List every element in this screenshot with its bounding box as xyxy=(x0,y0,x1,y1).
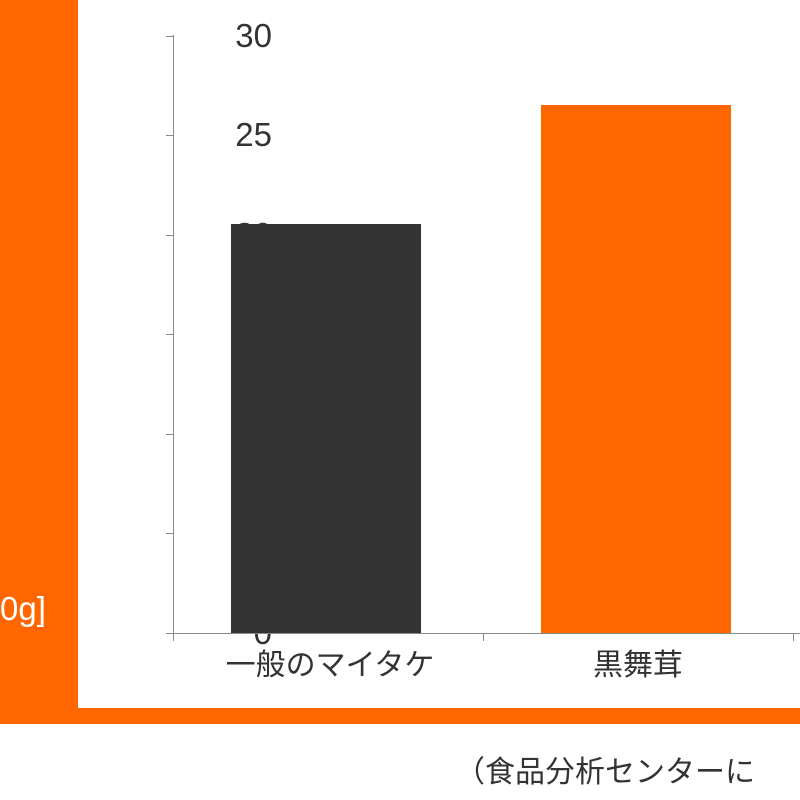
chart-frame: 0g] 0 5 10 15 20 25 30 一般のマイタケ 黒舞茸 xyxy=(0,0,800,724)
x-axis-line xyxy=(173,633,800,634)
y-tick-mark-4 xyxy=(166,235,173,236)
y-tick-mark-6 xyxy=(166,36,173,37)
x-label-kuromaitake: 黒舞茸 xyxy=(578,640,698,684)
footnote-text: （食品分析センターに xyxy=(455,747,755,791)
x-label-general-maitake: 一般のマイタケ xyxy=(220,640,440,684)
plot-area xyxy=(173,35,785,633)
y-tick-mark-5 xyxy=(166,135,173,136)
y-tick-mark-2 xyxy=(166,434,173,435)
x-tick-mark-1 xyxy=(173,633,174,641)
chart-panel: 0 5 10 15 20 25 30 一般のマイタケ 黒舞茸 xyxy=(78,0,800,708)
x-tick-mark-3 xyxy=(793,633,794,641)
y-tick-mark-1 xyxy=(166,533,173,534)
bar-general-maitake xyxy=(231,224,421,633)
x-tick-mark-2 xyxy=(483,633,484,641)
y-tick-mark-3 xyxy=(166,334,173,335)
y-tick-mark-0 xyxy=(166,633,173,634)
y-axis-unit-fragment: 0g] xyxy=(0,590,46,628)
bar-kuromaitake xyxy=(541,105,731,633)
